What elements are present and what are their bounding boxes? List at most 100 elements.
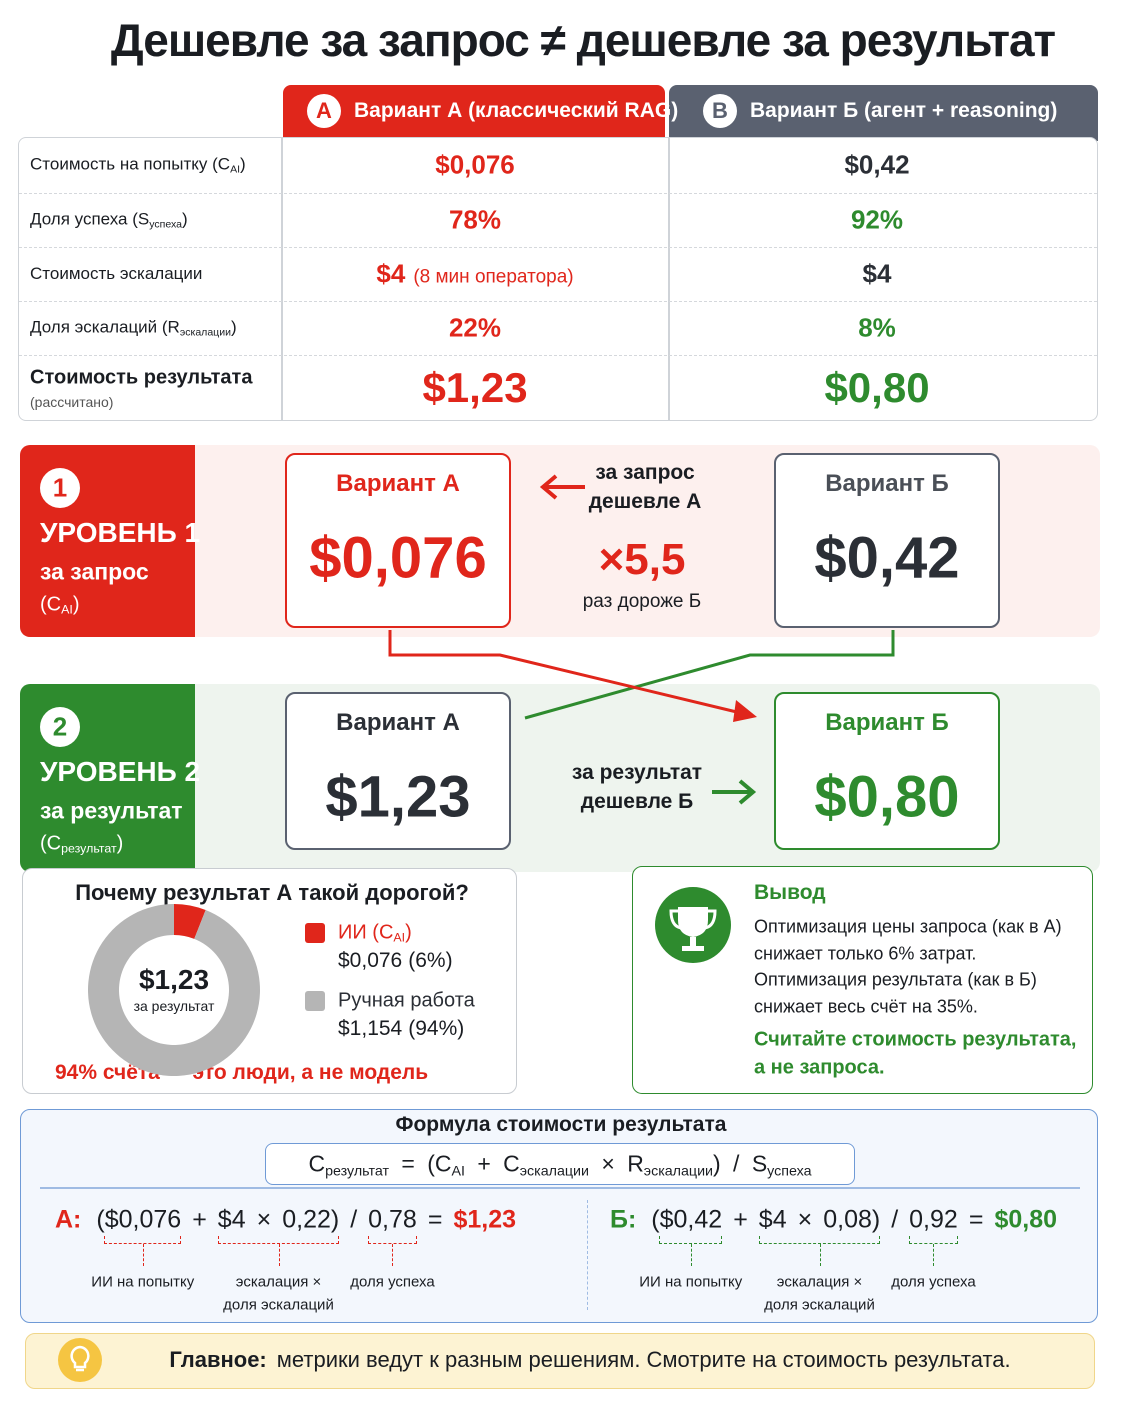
example-part: 0,78: [368, 1205, 417, 1234]
example-part: ×: [256, 1205, 272, 1234]
conclusion-line: Оптимизация результата (как в Б): [754, 969, 1037, 990]
example-part: $4: [217, 1205, 246, 1234]
text-part: Стоимость эскалации: [30, 264, 203, 283]
text-part: AI: [451, 1163, 465, 1180]
donut-value: $1,23: [138, 964, 210, 995]
card-label: Вариант А: [336, 470, 460, 497]
example-part: $1,23: [453, 1205, 516, 1234]
text-part: ): [72, 593, 80, 616]
card-label: Вариант Б: [825, 470, 949, 497]
legend-label: Ручная работа: [338, 990, 475, 1013]
note: за результат: [571, 761, 703, 784]
level-number: 2: [52, 711, 68, 742]
formula-example: А: ($0,076 + $4 × 0,22) / 0,78 = $1,23: [55, 1206, 516, 1235]
card-label: Вариант Б: [825, 709, 949, 736]
cell-a: $4 (8 мин оператора): [376, 259, 573, 290]
row-label: Стоимость эскалации: [30, 264, 202, 284]
example-note: эскалация ×: [235, 1273, 322, 1291]
cell-a: $0,076: [435, 149, 515, 180]
card-a: [285, 692, 511, 850]
text-part: ): [116, 832, 124, 855]
text-part: успеха: [767, 1163, 812, 1180]
text-part: AI: [61, 602, 73, 617]
cell-a: 78%: [448, 204, 502, 235]
note-stem: [819, 1244, 822, 1266]
cell-value: $4: [376, 258, 406, 289]
cell-b: $0,80: [824, 364, 930, 411]
text-part: ): [181, 209, 188, 229]
formula-vdivider: [587, 1200, 589, 1310]
example-part: $4: [758, 1205, 787, 1234]
text-part: AI: [230, 163, 241, 176]
text-part: эскалации: [643, 1163, 714, 1180]
example-part: 0,92: [909, 1205, 958, 1234]
card-value: $0,42: [814, 525, 960, 591]
footer-label: Главное:: [169, 1347, 267, 1372]
note-bracket: [217, 1236, 340, 1244]
conclusion-call: а не запроса.: [754, 1056, 885, 1079]
cell-a: $1,23: [422, 364, 528, 411]
formula-expression: Cрезультат = (CAI + Cэскалации × Rэскала…: [309, 1151, 812, 1180]
example-note: доля эскалаций: [223, 1296, 334, 1314]
example-label: Б:: [610, 1205, 637, 1234]
conclusion-line: снижает весь счёт на 35%.: [754, 996, 978, 1016]
example-part: /: [350, 1205, 358, 1234]
ratio-note: раз дороже Б: [582, 591, 702, 612]
formula-example: Б: ($0,42 + $4 × 0,08) / 0,92 = $0,80: [610, 1206, 1057, 1235]
level-title: УРОВЕНЬ 1: [40, 517, 201, 548]
cell-b: 8%: [858, 312, 896, 343]
conclusion-call: Считайте стоимость результата,: [754, 1028, 1077, 1051]
column-badge: B: [712, 98, 728, 123]
footer-body: метрики ведут к разным решениям. Смотрит…: [276, 1347, 1011, 1372]
row-line: [19, 193, 1097, 194]
breakdown-footnote: 94% счёта — это люди, а не модель: [55, 1061, 429, 1084]
formula-divider: [40, 1187, 1080, 1189]
card-a: [285, 453, 511, 628]
example-note: доля успеха: [891, 1273, 976, 1291]
text-part: успеха: [149, 218, 182, 231]
table: [18, 137, 1098, 421]
text-part: = (C: [388, 1150, 452, 1177]
legend-amount: $0,076 (6%): [338, 949, 453, 973]
text-part: результат: [61, 841, 117, 856]
cell-b: $0,42: [844, 149, 910, 180]
level-title: УРОВЕНЬ 2: [40, 756, 201, 787]
row-label: Доля успеха (Sуспеха): [30, 210, 188, 231]
text-part: Стоимость результата: [30, 366, 253, 389]
text-part: AI: [393, 930, 406, 945]
breakdown-title: Почему результат А такой дорогой?: [75, 880, 469, 905]
example-part: =: [427, 1205, 443, 1234]
col-line: [281, 137, 283, 421]
donut-label: за результат: [133, 998, 215, 1014]
example-part: +: [733, 1205, 748, 1234]
level-num-circle: [40, 468, 80, 508]
text-part: (C: [40, 593, 62, 616]
example-note: ИИ на попытку: [91, 1273, 195, 1291]
text-part: ) / S: [713, 1150, 768, 1177]
conclusion-line: Оптимизация цены запроса (как в А): [754, 916, 1062, 937]
badge-circle: [307, 94, 341, 128]
note-stem: [933, 1244, 935, 1266]
card-value: $1,23: [325, 764, 471, 830]
example-part: /: [891, 1205, 899, 1234]
column-header: Вариант Б (агент + reasoning): [750, 99, 1058, 122]
cell-b: $4: [862, 258, 892, 289]
text-part: ИИ (C: [338, 921, 394, 944]
level-symbol: (CAI): [40, 593, 80, 616]
text-part: ): [230, 317, 237, 337]
example-note: эскалация ×: [776, 1273, 863, 1291]
text-part: (C: [40, 832, 62, 855]
example-note: доля успеха: [350, 1273, 435, 1291]
text-part: Стоимость на попытку (C: [30, 154, 231, 174]
level-subtitle: за запрос: [40, 558, 149, 585]
legend-amount: $1,154 (94%): [338, 1017, 464, 1041]
example-part: 0,22): [282, 1205, 340, 1234]
text-part: эскалации: [179, 326, 231, 339]
level-subtitle: за результат: [40, 797, 183, 824]
text-part: ): [405, 921, 412, 944]
col-line: [668, 137, 670, 421]
amount: $0,076: [338, 949, 403, 972]
footer-text: Главное: метрики ведут к разным решениям.…: [169, 1347, 1010, 1373]
example-note: ИИ на попытку: [639, 1273, 743, 1291]
text-part: эскалации: [519, 1163, 589, 1180]
